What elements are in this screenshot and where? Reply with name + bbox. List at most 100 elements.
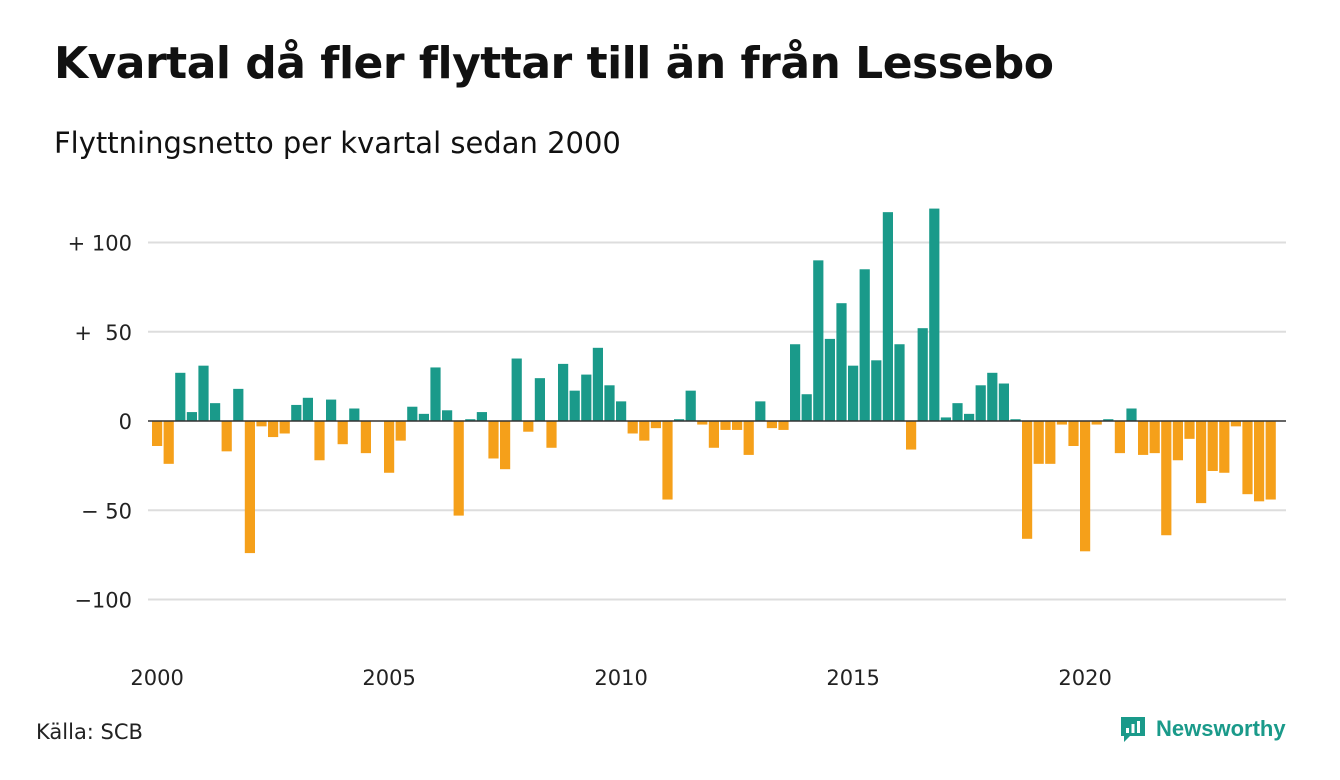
- bar: [1265, 421, 1276, 500]
- bar: [476, 412, 487, 421]
- bar: [1161, 421, 1172, 536]
- bar: [813, 260, 824, 421]
- bar: [755, 401, 766, 421]
- bar: [198, 365, 209, 421]
- bar: [511, 358, 522, 421]
- y-tick-label: + 50: [74, 321, 132, 345]
- bar: [917, 328, 928, 421]
- bar: [1230, 421, 1241, 427]
- bar: [940, 417, 951, 421]
- brand-name: Newsworthy: [1156, 716, 1286, 741]
- bar: [743, 421, 754, 455]
- bar: [175, 372, 186, 421]
- bar: [360, 421, 371, 454]
- bar: [1022, 421, 1033, 539]
- bar: [592, 347, 603, 421]
- x-tick-label: 2010: [594, 666, 647, 690]
- bar: [500, 421, 511, 470]
- bar: [1114, 421, 1125, 454]
- bar: [523, 421, 534, 432]
- bar-chart: + 100 + 50 0 − 50 −100 2000 2005 2010 2015 2020: [68, 208, 1286, 690]
- bar: [546, 421, 557, 448]
- bar: [952, 403, 963, 421]
- bar: [975, 385, 986, 421]
- bar: [279, 421, 290, 434]
- bar: [1138, 421, 1149, 455]
- bar: [766, 421, 777, 429]
- bar: [824, 338, 835, 421]
- bar: [1219, 421, 1230, 473]
- bar: [337, 421, 348, 445]
- bar: [418, 413, 429, 421]
- bar: [998, 383, 1009, 421]
- bar: [964, 413, 975, 421]
- bar: [685, 390, 696, 421]
- bar: [163, 421, 174, 464]
- bar: [1196, 421, 1207, 504]
- bar: [1207, 421, 1218, 471]
- bar: [639, 421, 650, 441]
- bar: [1242, 421, 1253, 495]
- x-tick-label: 2005: [362, 666, 415, 690]
- chart-title: Kvartal då fler flyttar till än från Les…: [54, 38, 1054, 89]
- bar: [1149, 421, 1160, 454]
- x-tick-label: 2000: [130, 666, 183, 690]
- bar: [152, 421, 163, 446]
- bar: [349, 408, 360, 421]
- bar: [650, 421, 661, 429]
- bar: [1068, 421, 1079, 446]
- bar: [720, 421, 731, 430]
- bar: [836, 303, 847, 421]
- bar: [326, 399, 337, 421]
- bar: [859, 269, 870, 421]
- bar: [1103, 419, 1114, 421]
- bar: [987, 372, 998, 421]
- bar: [268, 421, 279, 438]
- bar: [1010, 419, 1021, 421]
- brand-logo: Newsworthy: [1118, 714, 1286, 744]
- y-tick-label: + 100: [68, 232, 132, 256]
- bar: [801, 394, 812, 421]
- bar: [871, 360, 882, 421]
- bar: [1126, 408, 1137, 421]
- bar: [210, 403, 221, 421]
- x-tick-label: 2020: [1058, 666, 1111, 690]
- bar: [314, 421, 325, 461]
- bar: [221, 421, 232, 452]
- bar: [616, 401, 627, 421]
- source-note: Källa: SCB: [36, 720, 143, 744]
- bar: [488, 421, 499, 459]
- bar: [732, 421, 743, 430]
- bar: [697, 421, 708, 425]
- bar: [778, 421, 789, 430]
- bar: [233, 388, 244, 421]
- bar: [790, 344, 801, 421]
- bar: [929, 208, 940, 421]
- bar: [1254, 421, 1265, 502]
- bar: [1172, 421, 1183, 461]
- bar: [882, 212, 893, 421]
- y-tick-label: − 50: [81, 499, 132, 523]
- bar: [244, 421, 255, 554]
- bar: [384, 421, 395, 473]
- bar: [465, 419, 476, 421]
- bar: [1080, 421, 1091, 552]
- bar: [848, 365, 859, 421]
- bar: [1056, 421, 1067, 425]
- bar: [186, 412, 197, 421]
- bar: [395, 421, 406, 441]
- y-tick-label: 0: [119, 410, 132, 434]
- chart-subtitle: Flyttningsnetto per kvartal sedan 2000: [54, 126, 621, 160]
- bar: [1091, 421, 1102, 425]
- bar: [581, 374, 592, 421]
- bar: [407, 406, 418, 421]
- bar: [662, 421, 673, 500]
- bar: [430, 367, 441, 421]
- bar: [708, 421, 719, 448]
- bar: [291, 404, 302, 421]
- bar: [302, 397, 313, 421]
- y-tick-label: −100: [74, 589, 132, 613]
- newsworthy-logo-icon: [1121, 717, 1145, 742]
- bar: [569, 390, 580, 421]
- bar: [442, 410, 453, 421]
